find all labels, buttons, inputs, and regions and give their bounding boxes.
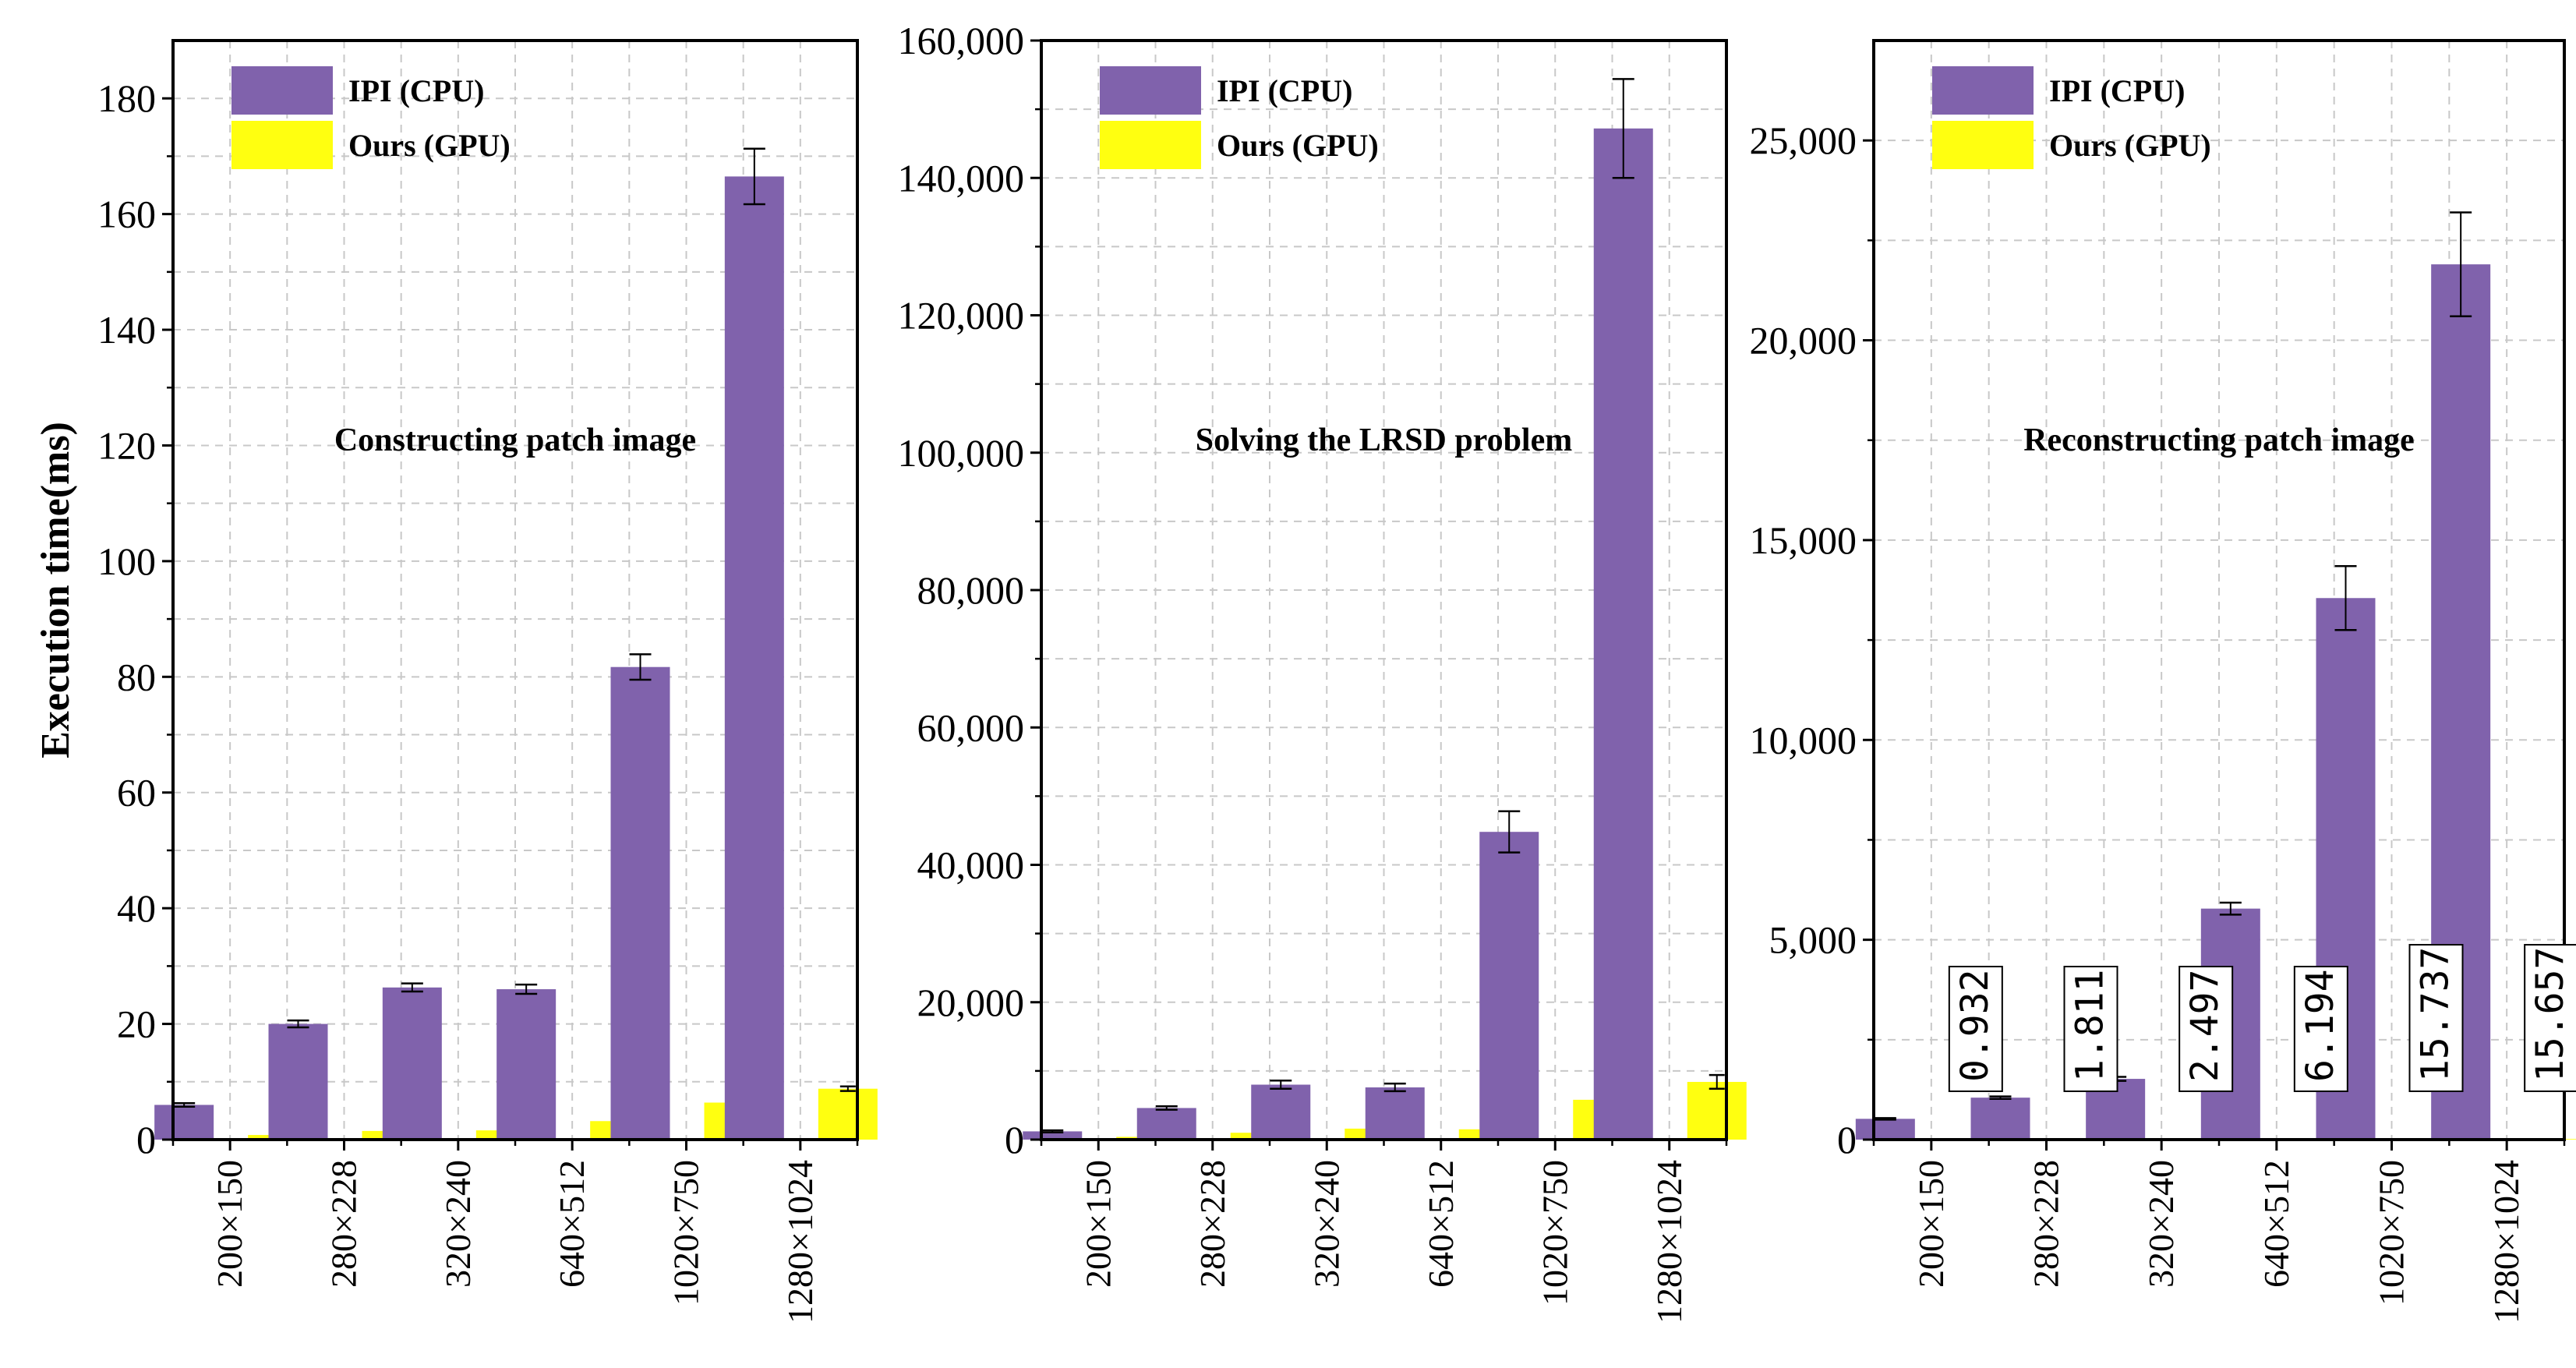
legend-label: IPI (CPU) [1217, 73, 1352, 108]
bar-ipi-cpu [269, 1024, 328, 1140]
bar-ipi-cpu [383, 988, 442, 1140]
y-tick-label: 0 [1005, 1118, 1024, 1161]
x-tick-label: 200×150 [210, 1160, 249, 1288]
y-tick-label: 140,000 [898, 156, 1025, 200]
y-tick-label: 5,000 [1769, 918, 1857, 962]
y-tick-label: 80,000 [917, 568, 1025, 612]
y-tick-label: 120 [97, 423, 156, 467]
value-annotation: 1.811 [2065, 967, 2118, 1091]
legend-swatch-ipi [231, 66, 333, 115]
x-tick-label: 640×512 [552, 1160, 592, 1288]
y-tick-label: 140 [97, 308, 156, 352]
bar-ipi-cpu [1594, 129, 1653, 1140]
x-tick-label: 1020×750 [666, 1160, 706, 1306]
value-annotation: 2.497 [2179, 967, 2232, 1091]
legend-swatch-ours [1932, 121, 2034, 169]
x-tick-label: 640×512 [2256, 1160, 2296, 1288]
legend-swatch-ipi [1932, 66, 2034, 115]
y-tick-label: 120,000 [898, 294, 1025, 338]
y-axis-label: Execution time(ms) [34, 422, 78, 758]
x-tick-label: 640×512 [1421, 1160, 1461, 1288]
bar-ipi-cpu [1137, 1108, 1196, 1140]
x-tick-label: 280×228 [2027, 1160, 2066, 1288]
annotation-label: 6.194 [2299, 970, 2342, 1083]
annotation-label: 15.737 [2414, 947, 2458, 1082]
x-tick-label: 1280×1024 [2486, 1160, 2526, 1324]
y-tick-label: 80 [117, 655, 156, 698]
legend-label: Ours (GPU) [1217, 128, 1379, 163]
y-tick-label: 20,000 [1750, 319, 1857, 362]
annotation-label: 1.811 [2069, 970, 2112, 1083]
y-tick-label: 0 [1837, 1118, 1857, 1161]
panel-title: Reconstructing patch image [2023, 422, 2415, 458]
legend-swatch-ours [231, 121, 333, 169]
y-tick-label: 160 [97, 193, 156, 236]
legend-swatch-ours [1100, 121, 1201, 169]
x-tick-label: 200×150 [1911, 1160, 1951, 1288]
bar-ours-gpu [1687, 1082, 1747, 1140]
y-tick-label: 20,000 [917, 981, 1025, 1024]
bar-ipi-cpu [1479, 832, 1539, 1140]
legend-label: IPI (CPU) [2049, 73, 2185, 108]
y-tick-label: 0 [136, 1118, 156, 1161]
legend-label: Ours (GPU) [348, 128, 511, 163]
bar-ipi-cpu [1251, 1085, 1310, 1140]
annotation-label: 0.932 [1953, 970, 1997, 1083]
bar-ipi-cpu [725, 176, 784, 1140]
bar-ipi-cpu [1971, 1098, 2030, 1140]
y-tick-label: 60,000 [917, 705, 1025, 749]
x-tick-label: 280×228 [324, 1160, 364, 1288]
x-tick-label: 1280×1024 [1649, 1160, 1689, 1324]
x-tick-label: 1020×750 [2372, 1160, 2412, 1306]
panel-title: Solving the LRSD problem [1196, 422, 1572, 458]
x-tick-label: 200×150 [1078, 1160, 1118, 1288]
panel-title: Constructing patch image [334, 422, 696, 458]
bar-ipi-cpu [1366, 1087, 1425, 1140]
bar-ipi-cpu [1856, 1119, 1915, 1140]
value-annotation: 0.932 [1949, 967, 2002, 1091]
legend-label: Ours (GPU) [2049, 128, 2211, 163]
x-tick-label: 280×228 [1193, 1160, 1232, 1288]
bar-ours-gpu [818, 1089, 878, 1140]
bar-ipi-cpu [611, 667, 670, 1140]
value-annotation: 15.657 [2525, 945, 2576, 1091]
value-annotation: 6.194 [2295, 967, 2348, 1091]
y-tick-label: 40,000 [917, 843, 1025, 887]
y-tick-label: 20 [117, 1002, 156, 1046]
y-tick-label: 160,000 [898, 19, 1025, 62]
y-tick-label: 60 [117, 771, 156, 815]
x-tick-label: 1020×750 [1535, 1160, 1574, 1306]
value-annotation: 15.737 [2410, 945, 2463, 1091]
y-tick-label: 40 [117, 886, 156, 930]
y-tick-label: 180 [97, 76, 156, 120]
x-tick-label: 1280×1024 [780, 1160, 820, 1324]
legend-label: IPI (CPU) [348, 73, 484, 108]
x-tick-label: 320×240 [438, 1160, 478, 1288]
y-tick-label: 100,000 [898, 431, 1025, 475]
x-tick-label: 320×240 [1306, 1160, 1346, 1288]
y-tick-label: 10,000 [1750, 718, 1857, 762]
y-tick-label: 25,000 [1750, 118, 1857, 162]
y-tick-label: 100 [97, 539, 156, 583]
y-tick-label: 15,000 [1750, 518, 1857, 562]
legend-swatch-ipi [1100, 66, 1201, 115]
x-tick-label: 320×240 [2141, 1160, 2181, 1288]
annotation-label: 15.657 [2528, 947, 2572, 1082]
annotation-label: 2.497 [2183, 970, 2227, 1083]
bar-ipi-cpu [496, 989, 556, 1140]
bar-ipi-cpu [154, 1105, 214, 1140]
